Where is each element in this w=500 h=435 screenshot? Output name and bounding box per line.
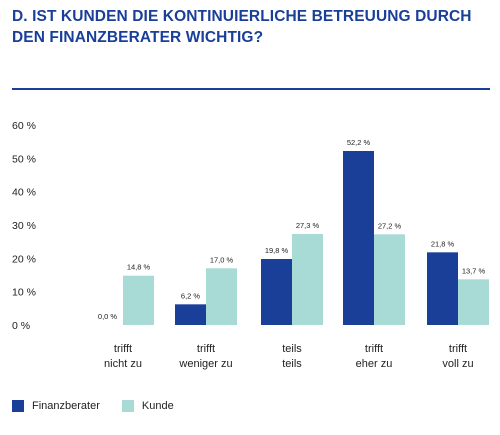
legend-item-finanzberater: Finanzberater (12, 400, 100, 412)
x-tick-label: trifft (365, 343, 383, 355)
legend-item-kunde: Kunde (121, 400, 174, 412)
value-label-kunde: 27,3 % (296, 221, 320, 230)
legend: Finanzberater Kunde (12, 400, 196, 412)
x-tick-label: voll zu (442, 358, 473, 370)
bar-kunde (374, 234, 405, 325)
x-axis-labels: trifft nicht zu trifft weniger zu teils teils… (104, 343, 474, 370)
bar-finanzberater (343, 151, 374, 325)
bar-kunde (123, 275, 154, 325)
x-tick-label: eher zu (356, 358, 393, 370)
chart-title: D. IST KUNDEN DIE KONTINUIERLICHE BETREU… (12, 6, 492, 48)
y-tick-label: 30 % (12, 220, 36, 232)
value-label-finanzberater: 6,2 % (181, 291, 201, 300)
value-label-finanzberater: 52,2 % (347, 138, 371, 147)
y-tick-label: 50 % (12, 153, 36, 165)
bar-finanzberater (427, 252, 458, 325)
bar-kunde (292, 234, 323, 325)
legend-label-kunde: Kunde (141, 400, 174, 412)
value-label-finanzberater: 0,0 % (98, 312, 118, 321)
title-divider (12, 88, 490, 90)
x-tick-label: nicht zu (104, 358, 142, 370)
x-tick-label: trifft (449, 343, 467, 355)
value-label-kunde: 27,2 % (378, 221, 402, 230)
value-label-kunde: 14,8 % (127, 263, 151, 272)
bars (123, 151, 489, 325)
value-label-finanzberater: 19,8 % (265, 246, 289, 255)
bar-finanzberater (175, 304, 206, 325)
legend-swatch-kunde (121, 400, 134, 412)
bar-kunde (458, 279, 489, 325)
value-label-kunde: 13,7 % (462, 266, 486, 275)
bar-finanzberater (261, 259, 292, 325)
y-tick-label: 20 % (12, 253, 36, 265)
value-label-finanzberater: 21,8 % (431, 239, 455, 248)
y-tick-label: 40 % (12, 187, 36, 199)
x-tick-label: trifft (114, 343, 132, 355)
y-tick-label: 0 % (12, 320, 30, 332)
value-label-kunde: 17,0 % (210, 255, 234, 264)
legend-label-finanzberater: Finanzberater (32, 400, 100, 412)
chart-title-line-1: D. IST KUNDEN DIE KONTINUIERLICHE BETREU… (12, 8, 472, 25)
x-tick-label: trifft (197, 343, 215, 355)
y-axis-ticks: 60 % 50 % 40 % 30 % 20 % 10 % 0 % (12, 120, 36, 332)
legend-swatch-finanzberater (12, 400, 24, 412)
x-tick-label: weniger zu (178, 358, 232, 370)
y-tick-label: 10 % (12, 287, 36, 299)
y-tick-label: 60 % (12, 120, 36, 132)
x-tick-label: teils (282, 358, 302, 370)
x-tick-label: teils (282, 343, 302, 355)
chart-title-line-2: DEN FINANZBERATER WICHTIG? (12, 29, 264, 46)
value-labels: 0,0 % 14,8 % 6,2 % 17,0 % 19,8 % 27,3 % 52,2 %… (98, 138, 486, 321)
bar-kunde (206, 268, 237, 325)
